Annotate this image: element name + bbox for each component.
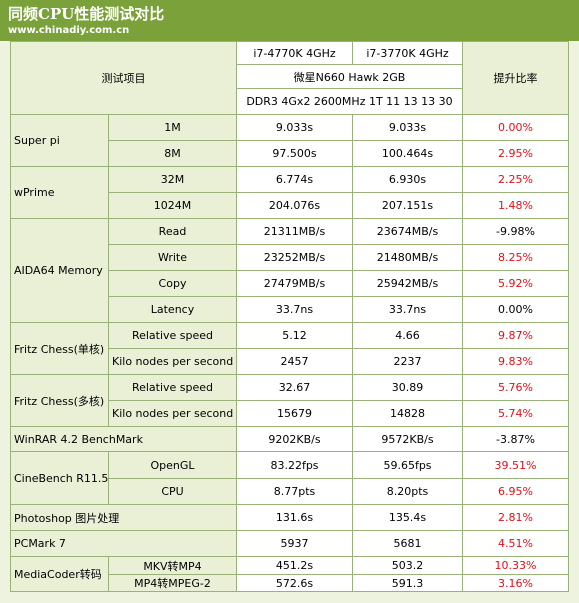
cell: -3.87% — [462, 426, 569, 452]
cell: 591.3 — [352, 574, 463, 592]
cell: 33.7ns — [236, 296, 353, 323]
cell: 9.033s — [352, 114, 463, 141]
cell: 4.51% — [462, 530, 569, 557]
cell: 207.151s — [352, 192, 463, 219]
table: 测试项目 i7-4770K 4GHz i7-3770K 4GHz 提升比率 微星… — [10, 41, 569, 592]
cell: 5.92% — [462, 270, 569, 297]
cell: 2.25% — [462, 166, 569, 193]
cell: 2237 — [352, 348, 463, 375]
cell: 100.464s — [352, 140, 463, 167]
cell: 0.00% — [462, 296, 569, 323]
cell: 3.16% — [462, 574, 569, 592]
cell: 30.89 — [352, 374, 463, 401]
cell: 8.77pts — [236, 478, 353, 505]
cell: 9.83% — [462, 348, 569, 375]
cell: 14828 — [352, 400, 463, 427]
cell: 5937 — [236, 530, 353, 557]
cell: CPU — [108, 478, 237, 505]
cell: 9572KB/s — [352, 426, 463, 452]
header: 同频CPU性能测试对比 www.chinadiy.com.cn — [0, 0, 579, 41]
cell: 2.95% — [462, 140, 569, 167]
cell: AIDA64 Memory — [10, 218, 109, 323]
header-cell: i7-3770K 4GHz — [352, 41, 463, 65]
cell: 1024M — [108, 192, 237, 219]
cell: 15679 — [236, 400, 353, 427]
cell: 451.2s — [236, 556, 353, 575]
cell: 1.48% — [462, 192, 569, 219]
cell: PCMark 7 — [10, 530, 237, 557]
cell: 5.76% — [462, 374, 569, 401]
cell: Write — [108, 244, 237, 271]
cell: 9.033s — [236, 114, 353, 141]
cell: OpenGL — [108, 451, 237, 479]
cell: 83.22fps — [236, 451, 353, 479]
header-cell: 微星N660 Hawk 2GB — [236, 64, 463, 89]
cell: 32.67 — [236, 374, 353, 401]
cell: 5.12 — [236, 322, 353, 349]
cell: 23252MB/s — [236, 244, 353, 271]
cell: Kilo nodes per second — [108, 348, 237, 375]
cell: 5681 — [352, 530, 463, 557]
cell: wPrime — [10, 166, 109, 219]
cell: 204.076s — [236, 192, 353, 219]
cell: 10.33% — [462, 556, 569, 575]
cell: Fritz Chess(多核) — [10, 374, 109, 427]
cell: Photoshop 图片处理 — [10, 504, 237, 531]
cell: Kilo nodes per second — [108, 400, 237, 427]
cell: 59.65fps — [352, 451, 463, 479]
cell: 1M — [108, 114, 237, 141]
cell: Copy — [108, 270, 237, 297]
cell: MKV转MP4 — [108, 556, 237, 575]
header-cell: 测试项目 — [10, 41, 237, 115]
cell: 6.774s — [236, 166, 353, 193]
cell: 9202KB/s — [236, 426, 353, 452]
cell: MediaCoder转码 — [10, 556, 109, 592]
cell: 0.00% — [462, 114, 569, 141]
cell: 21480MB/s — [352, 244, 463, 271]
cell: 25942MB/s — [352, 270, 463, 297]
cell: 97.500s — [236, 140, 353, 167]
cell: 131.6s — [236, 504, 353, 531]
cell: Read — [108, 218, 237, 245]
cell: Relative speed — [108, 374, 237, 401]
cell: 2.81% — [462, 504, 569, 531]
cell: 21311MB/s — [236, 218, 353, 245]
cell: 4.66 — [352, 322, 463, 349]
cell: 2457 — [236, 348, 353, 375]
cell: Relative speed — [108, 322, 237, 349]
cell: 27479MB/s — [236, 270, 353, 297]
header-cell: i7-4770K 4GHz — [236, 41, 353, 65]
cell: 23674MB/s — [352, 218, 463, 245]
cell: 8.25% — [462, 244, 569, 271]
cell: Fritz Chess(单核) — [10, 322, 109, 375]
cell: 8.20pts — [352, 478, 463, 505]
cell: 6.95% — [462, 478, 569, 505]
cell: 39.51% — [462, 451, 569, 479]
cell: 9.87% — [462, 322, 569, 349]
title: 同频CPU性能测试对比 — [8, 5, 165, 23]
cell: 32M — [108, 166, 237, 193]
cell: 33.7ns — [352, 296, 463, 323]
cell: 8M — [108, 140, 237, 167]
site: www.chinadiy.com.cn — [8, 25, 130, 36]
cell: 135.4s — [352, 504, 463, 531]
cell: 572.6s — [236, 574, 353, 592]
cell: WinRAR 4.2 BenchMark — [10, 426, 237, 452]
cell: 6.930s — [352, 166, 463, 193]
header-cell: 提升比率 — [462, 41, 569, 115]
cell: Latency — [108, 296, 237, 323]
cell: Super pi — [10, 114, 109, 167]
header-cell: DDR3 4Gx2 2600MHz 1T 11 13 13 30 — [236, 88, 463, 115]
cell: 503.2 — [352, 556, 463, 575]
cell: CineBench R11.5 — [10, 451, 109, 505]
cell: MP4转MPEG-2 — [108, 574, 237, 592]
cell: -9.98% — [462, 218, 569, 245]
cell: 5.74% — [462, 400, 569, 427]
